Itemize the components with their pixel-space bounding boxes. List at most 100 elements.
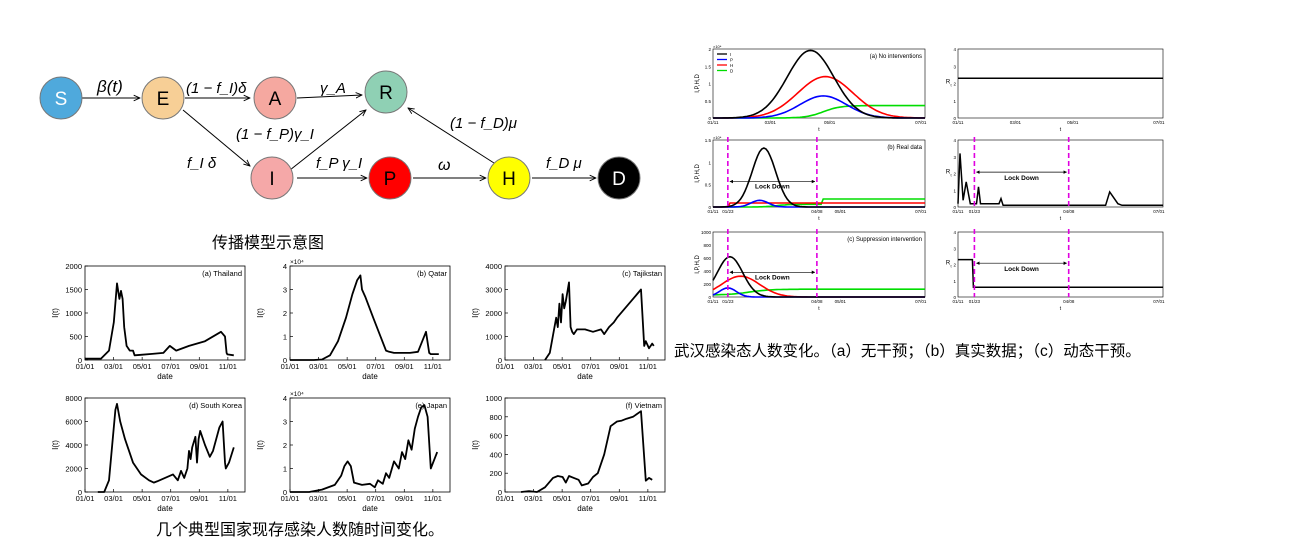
y-axis-label: I(t) [471, 308, 480, 318]
y-tick-label: 4 [283, 262, 287, 271]
country-chart-5: 0 200 400 600 800 1000 01/01 03/01 05/01 07/01 09/… [471, 394, 666, 513]
y-axis-label: I,P,H,D [695, 74, 701, 93]
chart-title: (d) South Korea [189, 401, 243, 410]
y-tick-label: 8000 [65, 394, 82, 403]
y-tick-label: 0 [708, 205, 711, 210]
x-tick-label: 01/11 [708, 209, 719, 214]
y-tick-label: 1000 [485, 394, 502, 403]
series-line [544, 281, 655, 361]
chart-title: (c) Suppression intervention [847, 237, 922, 243]
x-tick-label: 07/01 [581, 362, 600, 371]
y-scale-label: ×10⁴ [713, 135, 722, 140]
series-I [713, 49, 925, 119]
x-tick-label: 01/11 [953, 120, 964, 125]
x-tick-label: 03/01 [765, 120, 777, 125]
plot-frame [712, 139, 926, 208]
y-axis-label: I(t) [256, 440, 265, 450]
series-D [712, 288, 925, 296]
x-tick-label: 04/08 [811, 299, 823, 304]
y-tick-label: 0 [283, 356, 287, 365]
node-label-p: P [384, 169, 397, 190]
y-tick-label: 600 [703, 256, 711, 261]
y-tick-label: 3 [953, 246, 956, 251]
y-tick-label: 1 [953, 99, 956, 104]
label-s-e: β(t) [96, 77, 123, 96]
x-tick-label: 05/01 [824, 120, 836, 125]
wuhan-left-chart-1: 0 0.5 1 1.5 01/11 01/23 04/08 05/01 07/01 t I,P,H,… [695, 135, 927, 222]
x-tick-label: 07/01 [1153, 299, 1165, 304]
x-tick-label: 03/01 [309, 362, 328, 371]
plot-frame [504, 265, 666, 361]
y-tick-label: 800 [489, 413, 502, 422]
x-tick-label: 01/23 [722, 209, 734, 214]
node-d [597, 156, 641, 200]
y-tick-label: 0 [78, 356, 82, 365]
edge-h-r [408, 108, 495, 164]
x-tick-label: 01/01 [281, 494, 300, 503]
y-tick-label: 2 [953, 172, 956, 177]
y-tick-label: 1 [708, 82, 711, 87]
legend-label: D [730, 69, 734, 74]
country-chart-3: 0 2000 4000 6000 8000 01/01 03/01 05/01 07/01 09/… [51, 394, 246, 513]
y-tick-label: 4 [953, 230, 956, 235]
x-tick-label: 09/01 [190, 494, 209, 503]
x-tick-label: 01/23 [969, 209, 981, 214]
country-chart-1: 0 1 2 3 4 01/01 03/01 05/01 07/01 09/01 11/01 date I… [256, 259, 451, 381]
y-axis-label: I(t) [471, 440, 480, 450]
plot-frame [712, 231, 926, 298]
node-i [250, 156, 294, 200]
x-axis-label: t [1060, 216, 1062, 222]
wuhan-charts: 0 0.5 1 1.5 2 01/11 03/01 05/01 07/01 t I,P,H,D (a)… [695, 44, 1165, 312]
y-tick-label: 200 [703, 282, 711, 287]
x-tick-label: 07/01 [915, 120, 927, 125]
x-tick-label: 01/23 [969, 299, 981, 304]
x-tick-label: 11/01 [424, 362, 442, 371]
diagram-caption: 传播模型示意图 [212, 233, 324, 252]
y-tick-label: 3000 [485, 286, 502, 295]
x-axis-label: date [157, 372, 173, 381]
plot-frame [957, 139, 1164, 208]
y-tick-label: 2 [283, 441, 287, 450]
x-tick-label: 09/01 [395, 494, 414, 503]
x-tick-label: 03/01 [524, 362, 543, 371]
x-tick-label: 05/01 [835, 299, 847, 304]
x-axis-label: date [362, 504, 378, 513]
x-tick-label: 11/01 [424, 494, 442, 503]
label-h-r: (1 − f_D)μ [450, 115, 517, 132]
y-tick-label: 600 [489, 432, 502, 441]
series-I [712, 255, 925, 298]
y-scale-label: ×10⁴ [290, 391, 304, 398]
y-axis-sub: t [950, 173, 952, 178]
x-axis-label: t [818, 306, 820, 312]
y-tick-label: 2 [708, 47, 711, 52]
y-tick-label: 0 [708, 295, 711, 300]
y-tick-label: 0 [953, 205, 956, 210]
chart-title: (a) Thailand [202, 269, 242, 278]
y-tick-label: 0.5 [705, 99, 712, 104]
x-tick-label: 01/01 [496, 494, 515, 503]
y-tick-label: 0 [498, 356, 502, 365]
plot-frame [712, 48, 926, 119]
x-tick-label: 05/01 [1067, 120, 1079, 125]
plot-frame [84, 265, 246, 361]
chart-title: (b) Real data [887, 145, 922, 151]
y-tick-label: 0 [708, 116, 711, 121]
y-tick-label: 4000 [65, 441, 82, 450]
lockdown-label: Lock Down [1004, 266, 1039, 273]
chart-title: (a) No interventions [870, 54, 922, 60]
y-axis-label: R [946, 170, 951, 176]
x-tick-label: 09/01 [190, 362, 209, 371]
x-tick-label: 05/01 [338, 494, 357, 503]
node-h [487, 156, 531, 200]
y-tick-label: 3 [953, 155, 956, 160]
x-axis-label: t [1060, 306, 1062, 312]
y-tick-label: 2 [283, 309, 287, 318]
node-label-e: E [157, 89, 170, 110]
y-tick-label: 3 [283, 418, 287, 427]
x-tick-label: 01/01 [76, 362, 95, 371]
countries-caption: 几个典型国家现存感染人数随时间变化。 [156, 521, 444, 539]
y-tick-label: 0 [953, 116, 956, 121]
label-p-h: ω [438, 157, 450, 174]
